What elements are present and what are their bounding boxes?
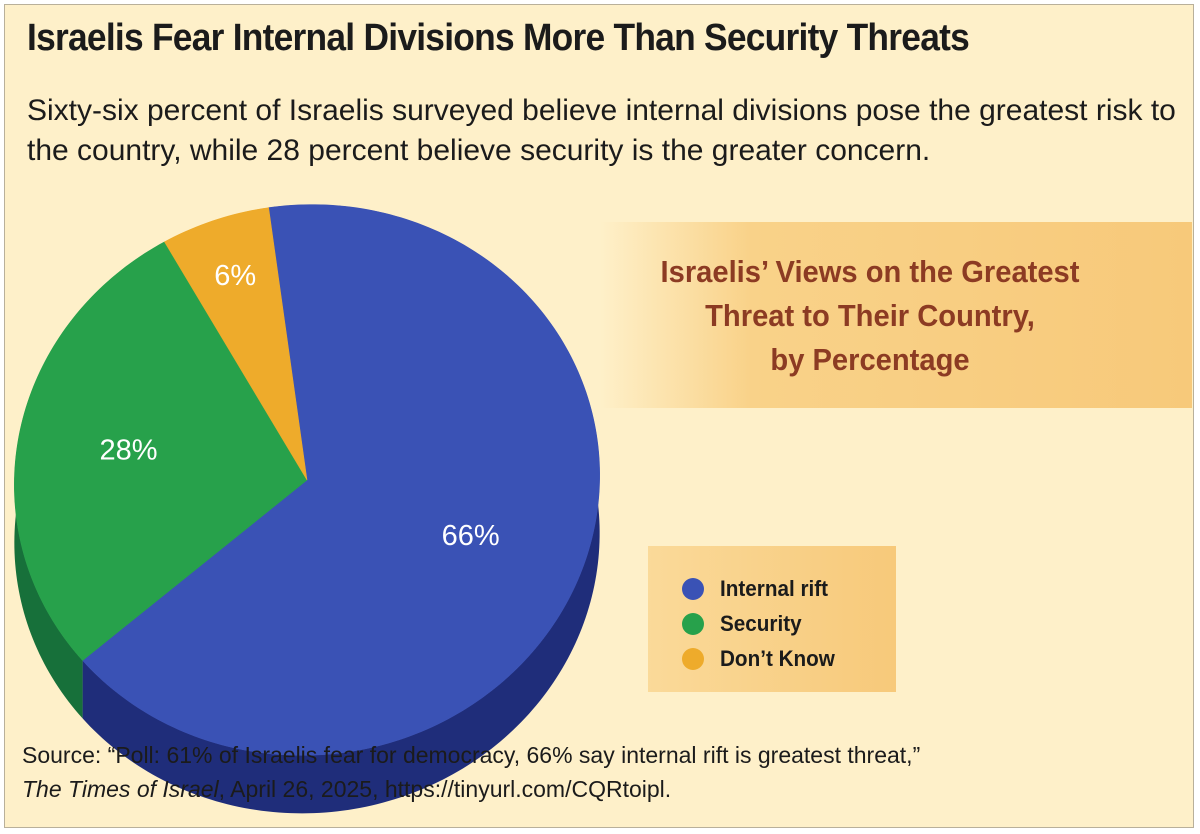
legend-item-security: Security bbox=[682, 607, 807, 641]
chart-title-line-2: Threat to Their Country, bbox=[705, 298, 1035, 333]
legend-swatch-internal-rift bbox=[682, 578, 704, 600]
pie-label-security: 28% bbox=[100, 435, 158, 467]
pie-slices bbox=[14, 204, 600, 756]
legend-swatch-security bbox=[682, 613, 704, 635]
page-subtitle: Sixty-six percent of Israelis surveyed b… bbox=[27, 94, 1176, 167]
source-prefix: Source: “Poll: 61% of Israelis fear for … bbox=[22, 742, 921, 768]
pie-label-don-t-know: 6% bbox=[214, 260, 256, 292]
chart-title: Israelis’ Views on the Greatest Threat t… bbox=[616, 250, 1124, 382]
chart-title-band bbox=[600, 222, 1192, 408]
chart-legend: Internal rift Security Don’t Know bbox=[648, 546, 896, 692]
source-citation: Source: “Poll: 61% of Israelis fear for … bbox=[22, 738, 1182, 806]
legend-label-security: Security bbox=[720, 611, 802, 636]
source-publication: The Times of Israel bbox=[22, 776, 219, 802]
legend-item-internal-rift: Internal rift bbox=[682, 572, 835, 606]
pie-label-internal-rift: 66% bbox=[442, 520, 500, 552]
legend-label-dont-know: Don’t Know bbox=[720, 646, 835, 671]
pie-slice-security bbox=[14, 241, 308, 661]
source-suffix: , April 26, 2025, https://tinyurl.com/CQ… bbox=[218, 776, 672, 802]
legend-label-internal-rift: Internal rift bbox=[720, 576, 829, 601]
legend-swatch-dont-know bbox=[682, 648, 704, 670]
pie-labels: 66% 28% 6% bbox=[100, 260, 500, 552]
chart-title-line-1: Israelis’ Views on the Greatest bbox=[660, 254, 1080, 289]
page-title: Israelis Fear Internal Divisions More Th… bbox=[27, 17, 970, 59]
legend-item-dont-know: Don’t Know bbox=[682, 642, 842, 676]
pie-side-internal-rift bbox=[82, 204, 600, 814]
pie-slice-don-t-know bbox=[164, 207, 308, 481]
pie-slice-internal-rift bbox=[82, 204, 600, 756]
chart-title-line-3: by Percentage bbox=[770, 342, 970, 377]
